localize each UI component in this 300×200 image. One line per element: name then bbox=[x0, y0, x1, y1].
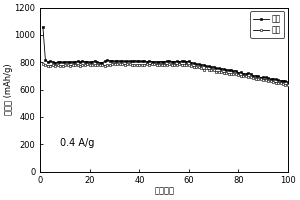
充电 bbox=[286, 84, 290, 86]
充电 bbox=[98, 64, 102, 66]
Text: 0.4 A/g: 0.4 A/g bbox=[60, 138, 94, 148]
充电 bbox=[113, 63, 116, 65]
Legend: 放电, 充电: 放电, 充电 bbox=[250, 11, 284, 38]
充电 bbox=[276, 81, 280, 84]
放电 bbox=[88, 61, 92, 64]
Line: 放电: 放电 bbox=[42, 26, 289, 84]
充电 bbox=[88, 64, 92, 67]
放电 bbox=[187, 60, 191, 63]
Y-axis label: 比容量 (mAh/g): 比容量 (mAh/g) bbox=[4, 64, 13, 115]
放电 bbox=[98, 62, 102, 64]
充电 bbox=[269, 80, 272, 83]
放电 bbox=[41, 26, 45, 28]
放电 bbox=[286, 81, 290, 83]
放电 bbox=[167, 60, 171, 62]
放电 bbox=[266, 77, 270, 79]
放电 bbox=[274, 78, 278, 81]
充电 bbox=[190, 65, 193, 67]
充电 bbox=[170, 64, 173, 67]
X-axis label: 循环次数: 循环次数 bbox=[154, 187, 174, 196]
充电 bbox=[41, 63, 45, 66]
Line: 充电: 充电 bbox=[42, 62, 289, 86]
